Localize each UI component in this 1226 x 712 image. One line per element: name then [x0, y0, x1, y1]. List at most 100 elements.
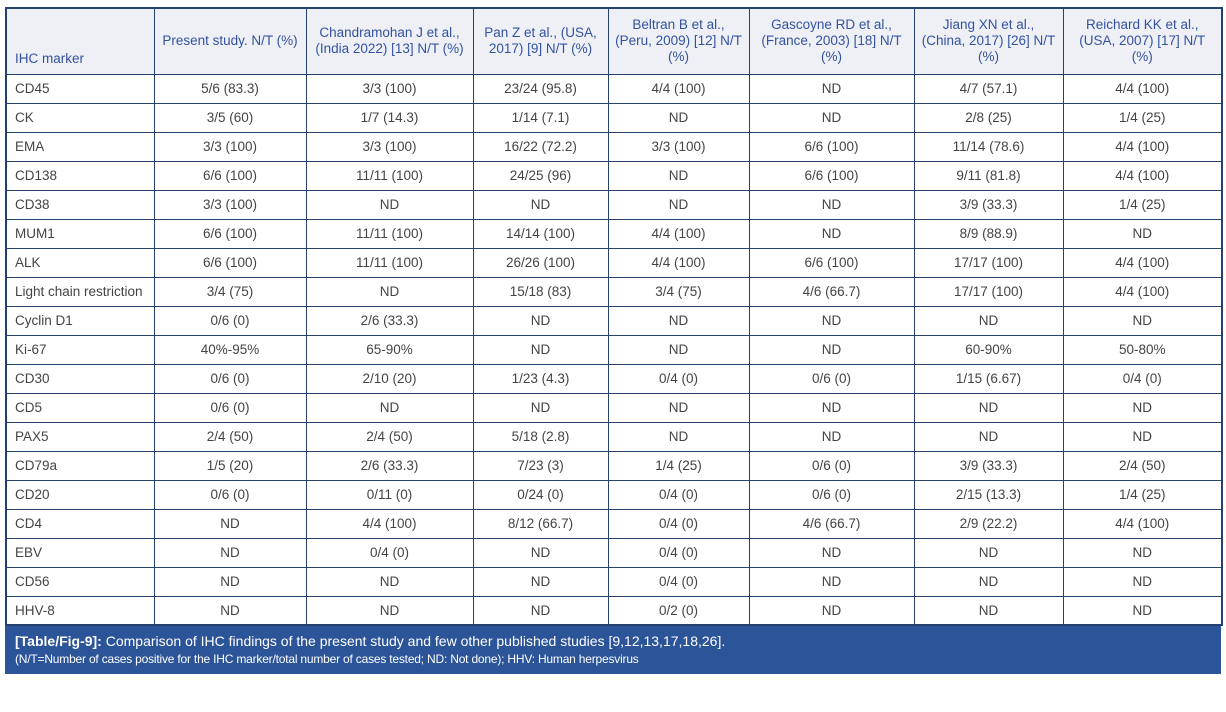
column-header-ihc-marker: IHC marker: [5, 7, 155, 75]
value-cell: 11/11 (100): [305, 247, 474, 278]
value-cell: 0/4 (0): [607, 479, 750, 510]
marker-cell: EMA: [5, 131, 155, 162]
value-cell: 4/4 (100): [1062, 276, 1223, 307]
value-cell: ND: [913, 305, 1064, 336]
value-cell: ND: [748, 566, 915, 597]
value-cell: 1/4 (25): [607, 450, 750, 481]
marker-cell: CD79a: [5, 450, 155, 481]
header-row: IHC marker Present study. N/T (%) Chandram…: [5, 7, 1223, 75]
value-cell: 2/9 (22.2): [913, 508, 1064, 539]
value-cell: ND: [305, 595, 474, 626]
marker-cell: ALK: [5, 247, 155, 278]
value-cell: ND: [472, 566, 609, 597]
value-cell: ND: [153, 595, 307, 626]
value-cell: 3/3 (100): [153, 131, 307, 162]
marker-cell: CD56: [5, 566, 155, 597]
value-cell: 7/23 (3): [472, 450, 609, 481]
value-cell: 4/4 (100): [305, 508, 474, 539]
value-cell: 3/9 (33.3): [913, 450, 1064, 481]
value-cell: 2/4 (50): [305, 421, 474, 452]
column-header-study: Pan Z et al., (USA, 2017) [9] N/T (%): [472, 7, 609, 75]
value-cell: ND: [913, 595, 1064, 626]
value-cell: 3/3 (100): [305, 73, 474, 104]
value-cell: ND: [305, 276, 474, 307]
value-cell: ND: [472, 305, 609, 336]
value-cell: 1/4 (25): [1062, 102, 1223, 133]
caption-title: [Table/Fig-9]: Comparison of IHC finding…: [15, 632, 1211, 651]
value-cell: 4/4 (100): [1062, 73, 1223, 104]
value-cell: 0/6 (0): [153, 392, 307, 423]
table-row: CK 3/5 (60) 1/7 (14.3) 1/14 (7.1) ND ND 2/8 (2…: [5, 102, 1223, 133]
marker-cell: Cyclin D1: [5, 305, 155, 336]
marker-cell: CD138: [5, 160, 155, 191]
value-cell: 3/5 (60): [153, 102, 307, 133]
marker-cell: CD20: [5, 479, 155, 510]
marker-cell: CD38: [5, 189, 155, 220]
value-cell: 17/17 (100): [913, 247, 1064, 278]
value-cell: 0/6 (0): [153, 363, 307, 394]
value-cell: ND: [748, 218, 915, 249]
value-cell: 65-90%: [305, 334, 474, 365]
value-cell: 0/6 (0): [748, 363, 915, 394]
table-row: EMA 3/3 (100) 3/3 (100) 16/22 (72.2) 3/3 (10…: [5, 131, 1223, 162]
value-cell: 3/3 (100): [153, 189, 307, 220]
marker-cell: EBV: [5, 537, 155, 568]
value-cell: 14/14 (100): [472, 218, 609, 249]
value-cell: 4/7 (57.1): [913, 73, 1064, 104]
marker-cell: PAX5: [5, 421, 155, 452]
value-cell: 2/10 (20): [305, 363, 474, 394]
value-cell: 60-90%: [913, 334, 1064, 365]
marker-cell: CD30: [5, 363, 155, 394]
caption-note: (N/T=Number of cases positive for the IH…: [15, 652, 639, 666]
value-cell: ND: [748, 305, 915, 336]
value-cell: ND: [748, 102, 915, 133]
value-cell: 5/18 (2.8): [472, 421, 609, 452]
table-row: CD5 0/6 (0) ND ND ND ND ND ND: [5, 392, 1223, 423]
value-cell: 6/6 (100): [748, 131, 915, 162]
value-cell: ND: [153, 508, 307, 539]
value-cell: ND: [913, 566, 1064, 597]
value-cell: ND: [1062, 566, 1223, 597]
value-cell: ND: [305, 392, 474, 423]
column-header-study: Beltran B et al., (Peru, 2009) [12] N/T …: [607, 7, 750, 75]
value-cell: 23/24 (95.8): [472, 73, 609, 104]
value-cell: ND: [472, 595, 609, 626]
value-cell: ND: [472, 189, 609, 220]
value-cell: ND: [607, 334, 750, 365]
value-cell: ND: [472, 392, 609, 423]
value-cell: ND: [748, 392, 915, 423]
column-header-study: Present study. N/T (%): [153, 7, 307, 75]
value-cell: 17/17 (100): [913, 276, 1064, 307]
table-row: CD30 0/6 (0) 2/10 (20) 1/23 (4.3) 0/4 (0) 0/6…: [5, 363, 1223, 394]
marker-cell: MUM1: [5, 218, 155, 249]
table-row: CD20 0/6 (0) 0/11 (0) 0/24 (0) 0/4 (0) 0/6 (0…: [5, 479, 1223, 510]
table-row: ALK 6/6 (100) 11/11 (100) 26/26 (100) 4/4 (1…: [5, 247, 1223, 278]
value-cell: 11/14 (78.6): [913, 131, 1064, 162]
table-row: Cyclin D1 0/6 (0) 2/6 (33.3) ND ND ND ND ND: [5, 305, 1223, 336]
value-cell: ND: [748, 537, 915, 568]
value-cell: 11/11 (100): [305, 160, 474, 191]
value-cell: 2/8 (25): [913, 102, 1064, 133]
value-cell: 9/11 (81.8): [913, 160, 1064, 191]
value-cell: 1/4 (25): [1062, 479, 1223, 510]
value-cell: 6/6 (100): [153, 160, 307, 191]
value-cell: 16/22 (72.2): [472, 131, 609, 162]
value-cell: 50-80%: [1062, 334, 1223, 365]
value-cell: ND: [1062, 595, 1223, 626]
value-cell: 0/4 (0): [305, 537, 474, 568]
value-cell: ND: [913, 537, 1064, 568]
value-cell: 40%-95%: [153, 334, 307, 365]
value-cell: ND: [607, 421, 750, 452]
value-cell: ND: [748, 421, 915, 452]
table-row: Ki-67 40%-95% 65-90% ND ND ND 60-90% 50-80%: [5, 334, 1223, 365]
table-row: CD79a 1/5 (20) 2/6 (33.3) 7/23 (3) 1/4 (25) 0…: [5, 450, 1223, 481]
value-cell: 6/6 (100): [153, 218, 307, 249]
table-row: HHV-8 ND ND ND 0/2 (0) ND ND ND: [5, 595, 1223, 626]
table-caption: [Table/Fig-9]: Comparison of IHC finding…: [5, 626, 1221, 674]
column-header-study: Chandramohan J et al., (India 2022) [13]…: [305, 7, 474, 75]
value-cell: 4/4 (100): [607, 218, 750, 249]
value-cell: 1/4 (25): [1062, 189, 1223, 220]
value-cell: 1/7 (14.3): [305, 102, 474, 133]
value-cell: 0/6 (0): [153, 305, 307, 336]
